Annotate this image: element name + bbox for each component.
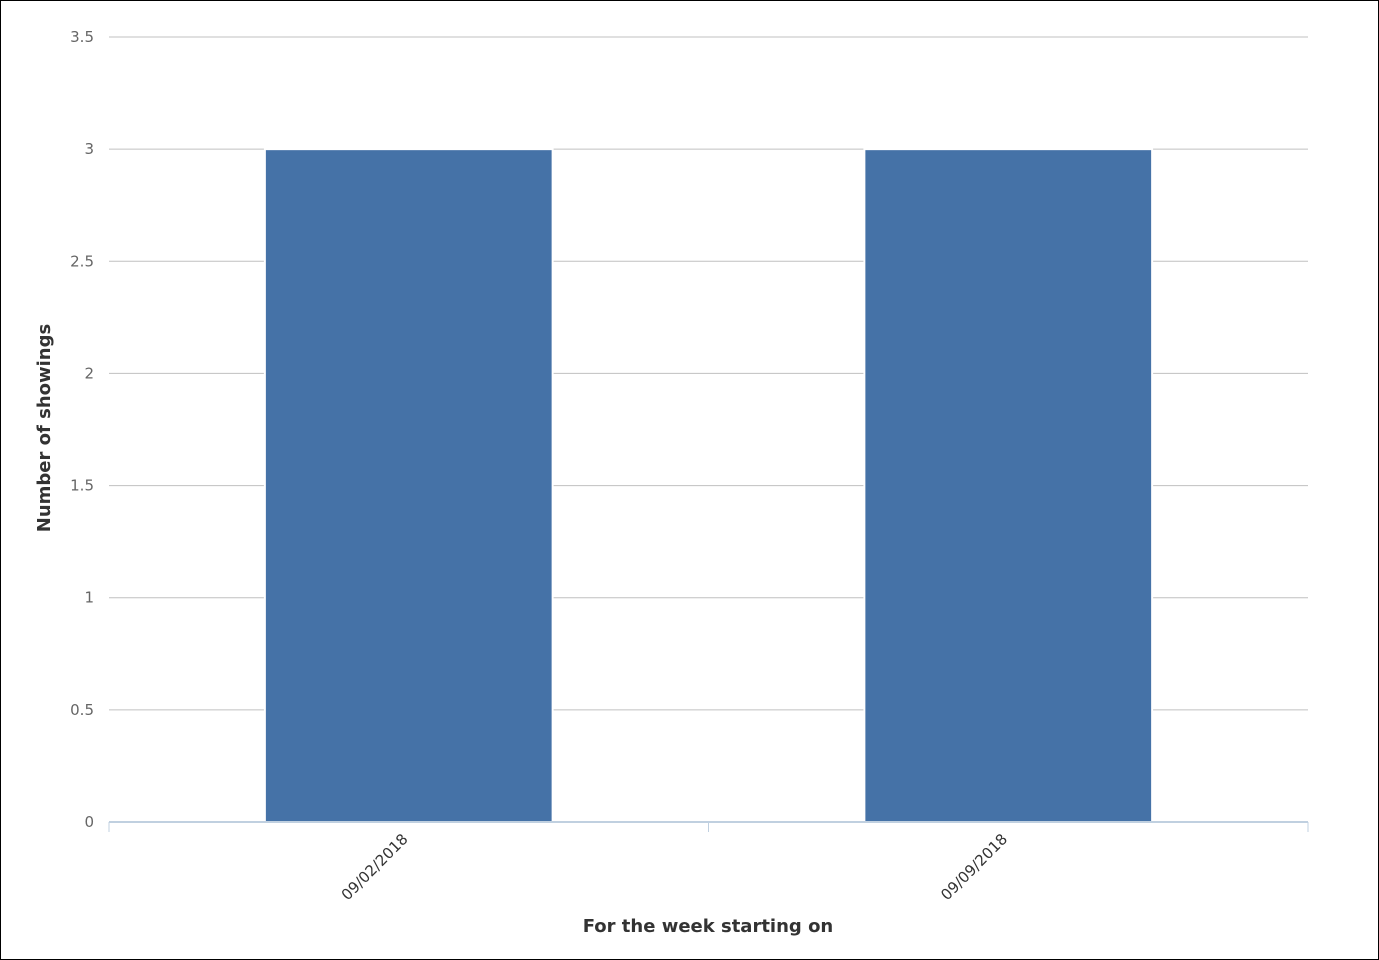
y-tick-label: 3.5 xyxy=(70,28,94,46)
x-axis-tick-labels: 09/02/2018 09/09/2018 xyxy=(338,830,1011,904)
y-axis-tick-labels: 0 0.5 1 1.5 2 2.5 3 3.5 xyxy=(70,28,94,831)
bar xyxy=(263,148,554,823)
y-tick-label: 1.5 xyxy=(70,477,94,495)
y-tick-label: 0.5 xyxy=(70,701,94,719)
y-tick-label: 2.5 xyxy=(70,252,94,270)
y-axis-title: Number of showings xyxy=(34,324,55,532)
y-tick-label: 2 xyxy=(84,364,94,382)
x-tick-label: 09/09/2018 xyxy=(937,830,1011,904)
x-tick-label: 09/02/2018 xyxy=(338,830,412,904)
x-axis-title: For the week starting on xyxy=(583,916,834,937)
y-tick-label: 0 xyxy=(84,813,94,831)
bar xyxy=(863,148,1154,823)
y-tick-label: 1 xyxy=(84,589,94,607)
bars xyxy=(263,148,1154,823)
x-axis xyxy=(108,821,1309,832)
y-tick-label: 3 xyxy=(84,140,94,158)
